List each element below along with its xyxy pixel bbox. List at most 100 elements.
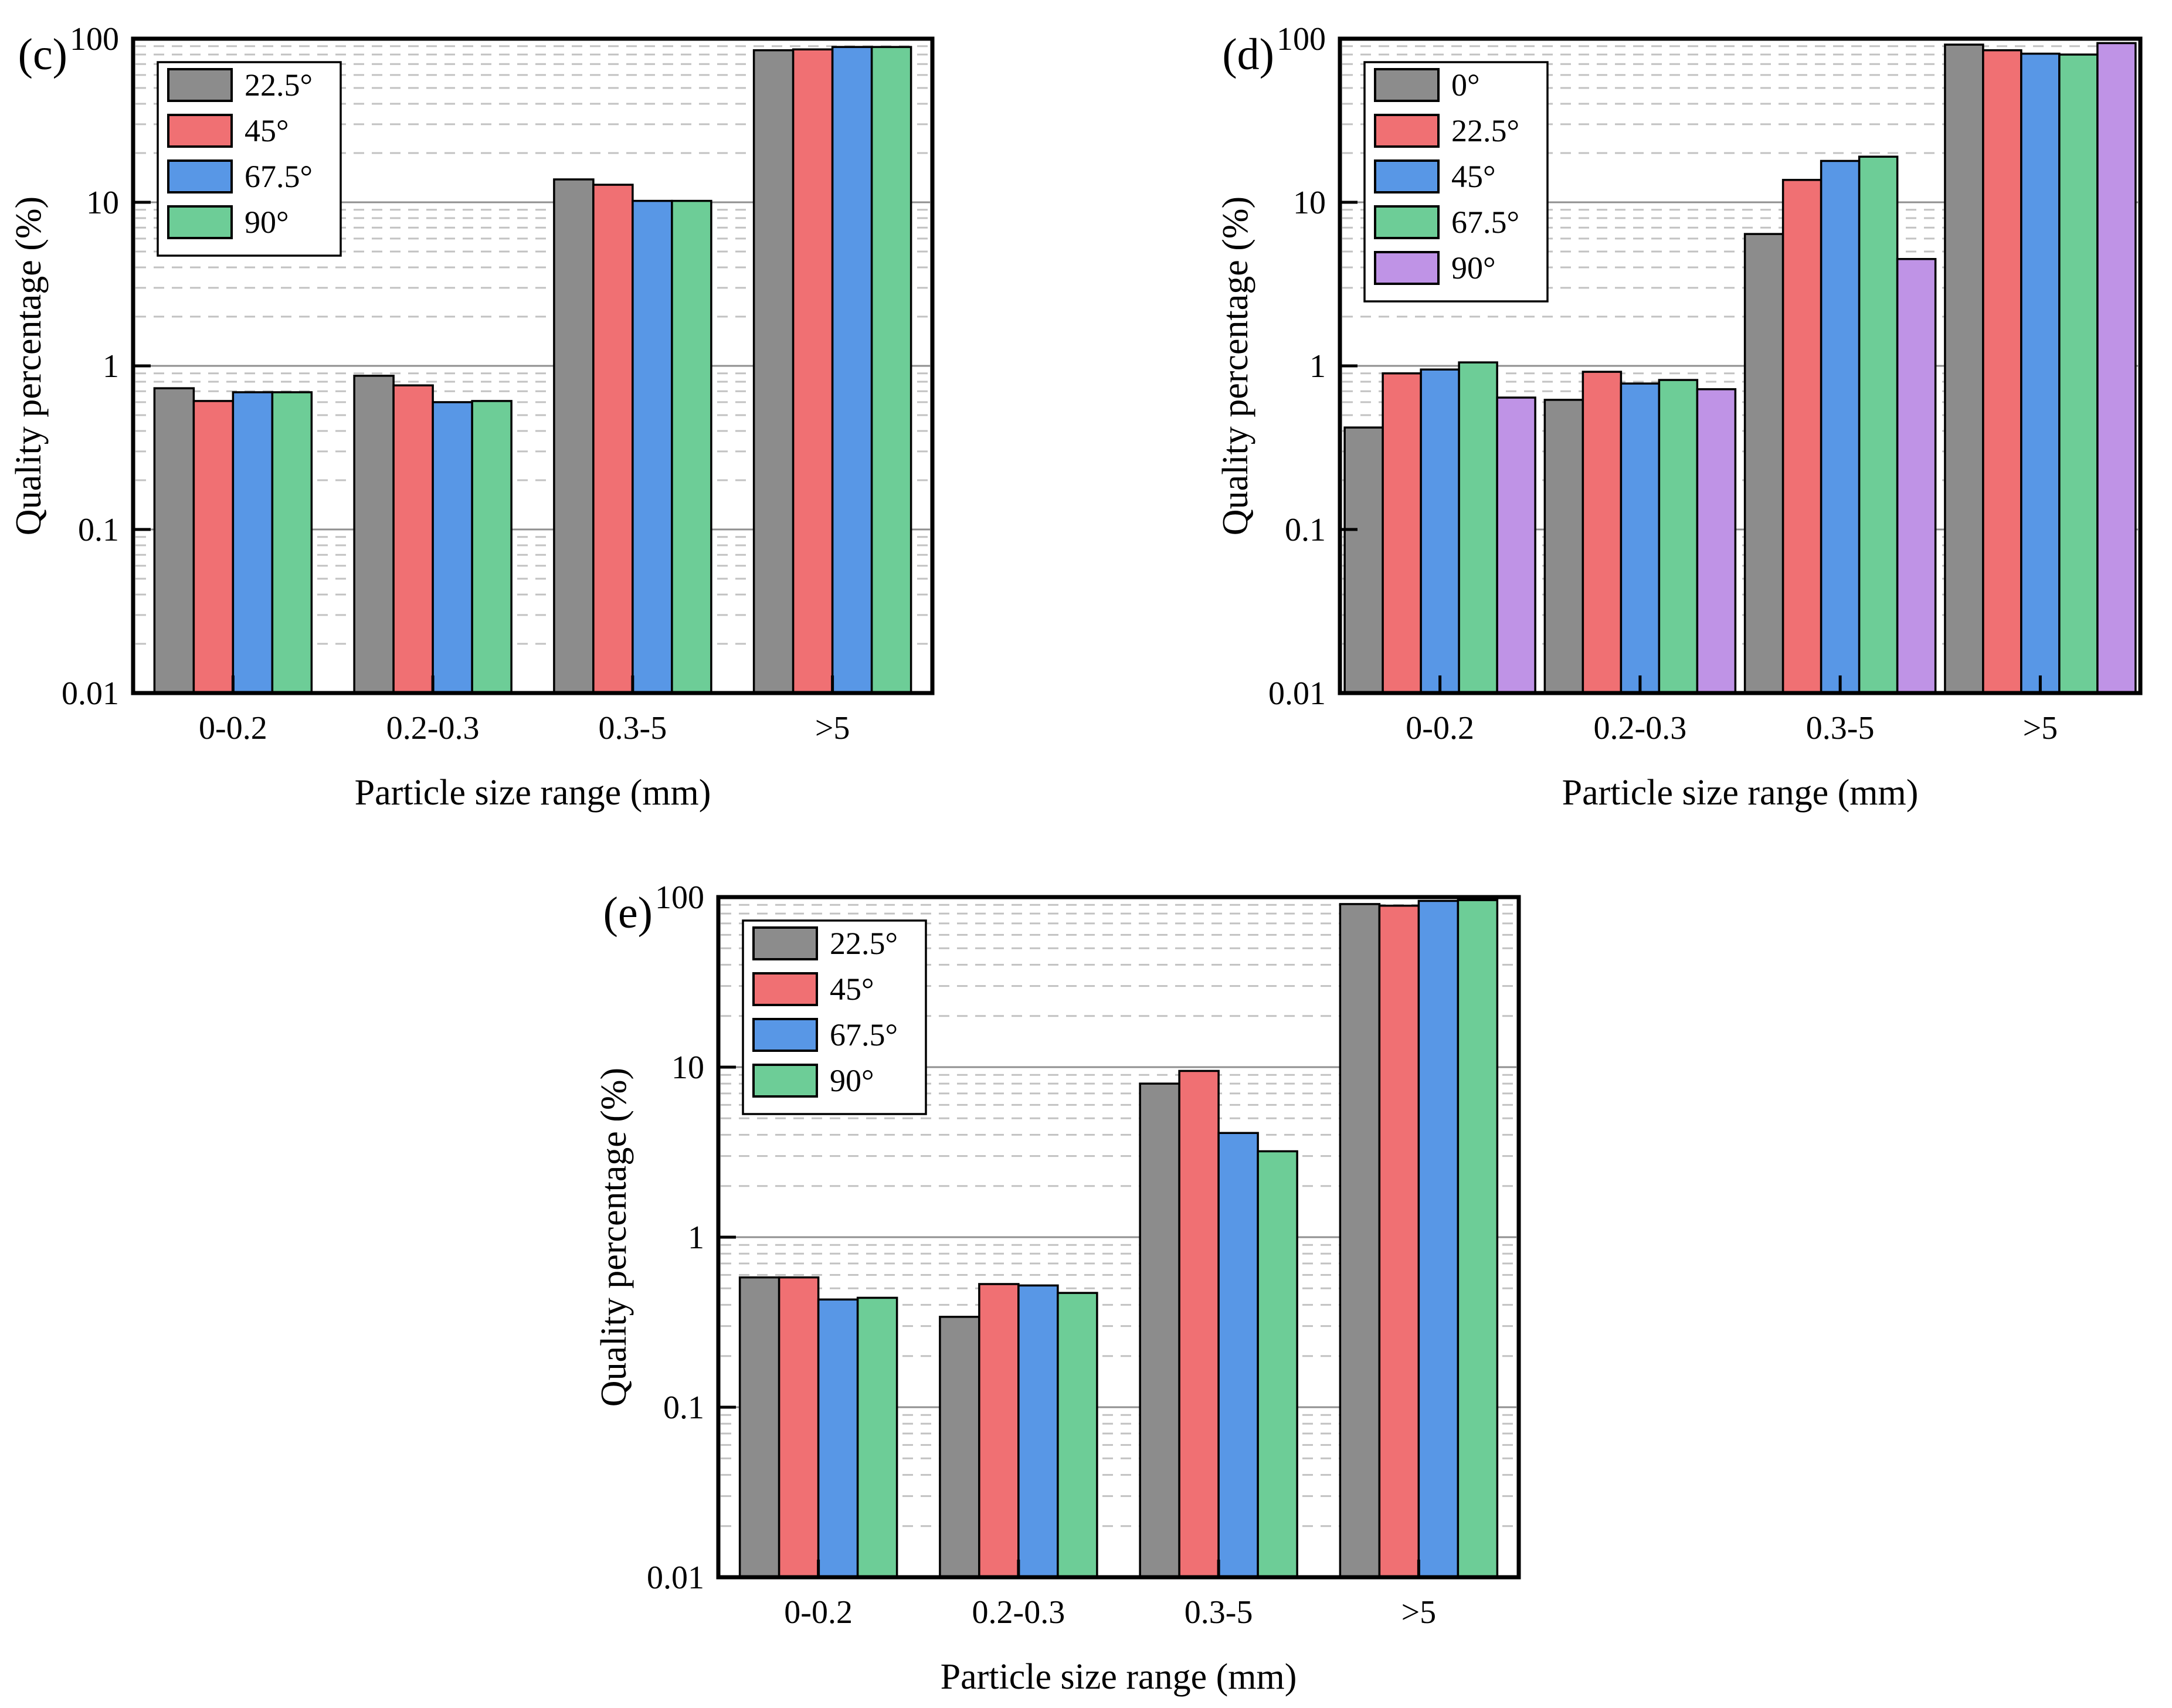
y-tick-label: 100 — [1277, 21, 1326, 57]
x-tick-label: 0.2-0.3 — [386, 710, 480, 746]
bar->5-45° — [2020, 52, 2061, 694]
bar->5-22.5° — [752, 49, 795, 694]
bar-0.3-5-22.5° — [553, 178, 595, 694]
legend: 22.5° 45° 67.5° 90° — [157, 61, 342, 257]
chart-panel-d: 100 10 1 0.1 0.01 0-0.2 0.2-0.3 0.3-5 >5 Particle… — [1216, 21, 2143, 813]
legend-swatch-22.5° — [752, 926, 818, 960]
bar->5-22.5° — [1982, 49, 2022, 694]
bar-0.2-0.3-90° — [1057, 1292, 1098, 1578]
legend-label: 0° — [1451, 67, 1480, 103]
legend-swatch-90° — [1374, 251, 1440, 285]
bar-0.3-5-45° — [1178, 1069, 1220, 1578]
panel-letter: (c) — [18, 30, 67, 79]
y-tick-label: 10 — [86, 185, 119, 221]
legend-swatch-45° — [167, 114, 233, 148]
bar->5-45° — [1378, 904, 1420, 1578]
x-axis-title: Particle size range (mm) — [1562, 773, 1919, 813]
y-axis-title: Quality percentage (%) — [594, 1068, 634, 1407]
legend-label: 22.5° — [830, 926, 898, 961]
legend-swatch-67.5° — [1374, 205, 1440, 239]
bar-0-0.2-22.5° — [153, 387, 195, 694]
plot-frame — [716, 895, 1521, 1580]
x-tick-label: 0.2-0.3 — [972, 1594, 1065, 1631]
bar-0.3-5-90° — [1896, 258, 1937, 694]
legend-swatch-22.5° — [167, 68, 233, 102]
legend-swatch-22.5° — [1374, 114, 1440, 148]
y-tick-label: 1 — [103, 348, 119, 385]
bar-0.3-5-90° — [1257, 1150, 1298, 1578]
bar-0.2-0.3-22.5° — [1582, 371, 1623, 694]
legend-swatch-45° — [752, 972, 818, 1006]
legend-swatch-45° — [1374, 159, 1440, 193]
bar->5-0° — [1944, 43, 1984, 694]
bar-0-0.2-90° — [271, 391, 313, 694]
legend-label: 45° — [245, 113, 289, 148]
x-tick-label: 0-0.2 — [199, 710, 267, 746]
bar-0-0.2-90° — [856, 1296, 898, 1578]
bar-0.2-0.3-90° — [471, 400, 513, 694]
y-tick-label: 10 — [1293, 185, 1326, 221]
x-tick-label: 0.3-5 — [1806, 710, 1875, 746]
plot-frame — [1338, 36, 2143, 695]
legend-label: 90° — [830, 1063, 874, 1098]
bar->5-90° — [870, 46, 912, 694]
bar-0.3-5-67.5° — [1858, 155, 1899, 694]
bar-0-0.2-0° — [1343, 426, 1384, 694]
legend-label: 45° — [1451, 159, 1496, 194]
bar-0.2-0.3-90° — [1696, 388, 1737, 694]
x-tick-label: 0.3-5 — [599, 710, 667, 746]
bar-0.3-5-45° — [1820, 159, 1861, 694]
bar-0.3-5-90° — [671, 199, 712, 694]
legend-swatch-67.5° — [167, 159, 233, 193]
y-tick-label: 10 — [671, 1050, 704, 1086]
y-axis-title: Quality percentage (%) — [9, 196, 49, 535]
legend-swatch-90° — [167, 205, 233, 239]
y-axis-title: Quality percentage (%) — [1216, 196, 1255, 535]
x-tick-label: 0.2-0.3 — [1594, 710, 1687, 746]
bar-0.3-5-22.5° — [1139, 1082, 1180, 1578]
legend-label: 67.5° — [1451, 205, 1519, 240]
y-tick-label: 0.1 — [1285, 512, 1326, 548]
bar-0-0.2-67.5° — [1458, 361, 1498, 694]
bar->5-22.5° — [1339, 903, 1381, 1578]
bar-0.3-5-67.5° — [632, 199, 673, 694]
legend-label: 45° — [830, 972, 874, 1007]
plot-frame — [131, 36, 935, 695]
legend-swatch-90° — [752, 1064, 818, 1098]
legend: 0° 22.5° 45° 67.5° 90° — [1363, 61, 1549, 303]
bar-0-0.2-22.5° — [1382, 372, 1422, 694]
legend-label: 67.5° — [830, 1017, 898, 1052]
y-tick-label: 0.1 — [78, 512, 119, 548]
legend-label: 90° — [1451, 250, 1496, 286]
bar-0.2-0.3-45° — [392, 384, 434, 694]
y-tick-label: 0.1 — [663, 1390, 704, 1426]
bar-0-0.2-67.5° — [817, 1298, 859, 1578]
panel-letter: (e) — [603, 888, 653, 938]
y-tick-label: 100 — [655, 880, 704, 916]
chart-panel-e: 100 10 1 0.1 0.01 0-0.2 0.2-0.3 0.3-5 >5 Particle… — [594, 880, 1521, 1697]
bar-0.2-0.3-22.5° — [353, 375, 395, 694]
legend-label: 90° — [245, 205, 289, 240]
x-tick-label: >5 — [2023, 710, 2058, 746]
bar-0.2-0.3-67.5° — [1017, 1284, 1059, 1578]
y-tick-label: 0.01 — [1268, 675, 1326, 712]
legend-label: 22.5° — [1451, 113, 1519, 148]
legend-label: 22.5° — [245, 67, 313, 103]
legend-swatch-0° — [1374, 68, 1440, 102]
x-tick-label: 0-0.2 — [1406, 710, 1474, 746]
y-tick-label: 0.01 — [647, 1560, 704, 1596]
legend: 22.5° 45° 67.5° 90° — [742, 919, 927, 1115]
y-tick-label: 100 — [70, 21, 119, 57]
panel-letter: (d) — [1222, 30, 1274, 79]
bar-0-0.2-90° — [1496, 396, 1536, 694]
bar-0.3-5-0° — [1743, 233, 1784, 694]
x-tick-label: 0.3-5 — [1185, 1594, 1253, 1631]
bar-0-0.2-45° — [192, 400, 235, 694]
bar->5-67.5° — [831, 46, 873, 694]
bar->5-90° — [1457, 899, 1499, 1578]
bar-0.2-0.3-67.5° — [432, 401, 473, 694]
x-tick-label: 0-0.2 — [784, 1594, 853, 1631]
bar-0-0.2-45° — [1420, 368, 1460, 694]
y-tick-label: 1 — [1309, 348, 1326, 385]
